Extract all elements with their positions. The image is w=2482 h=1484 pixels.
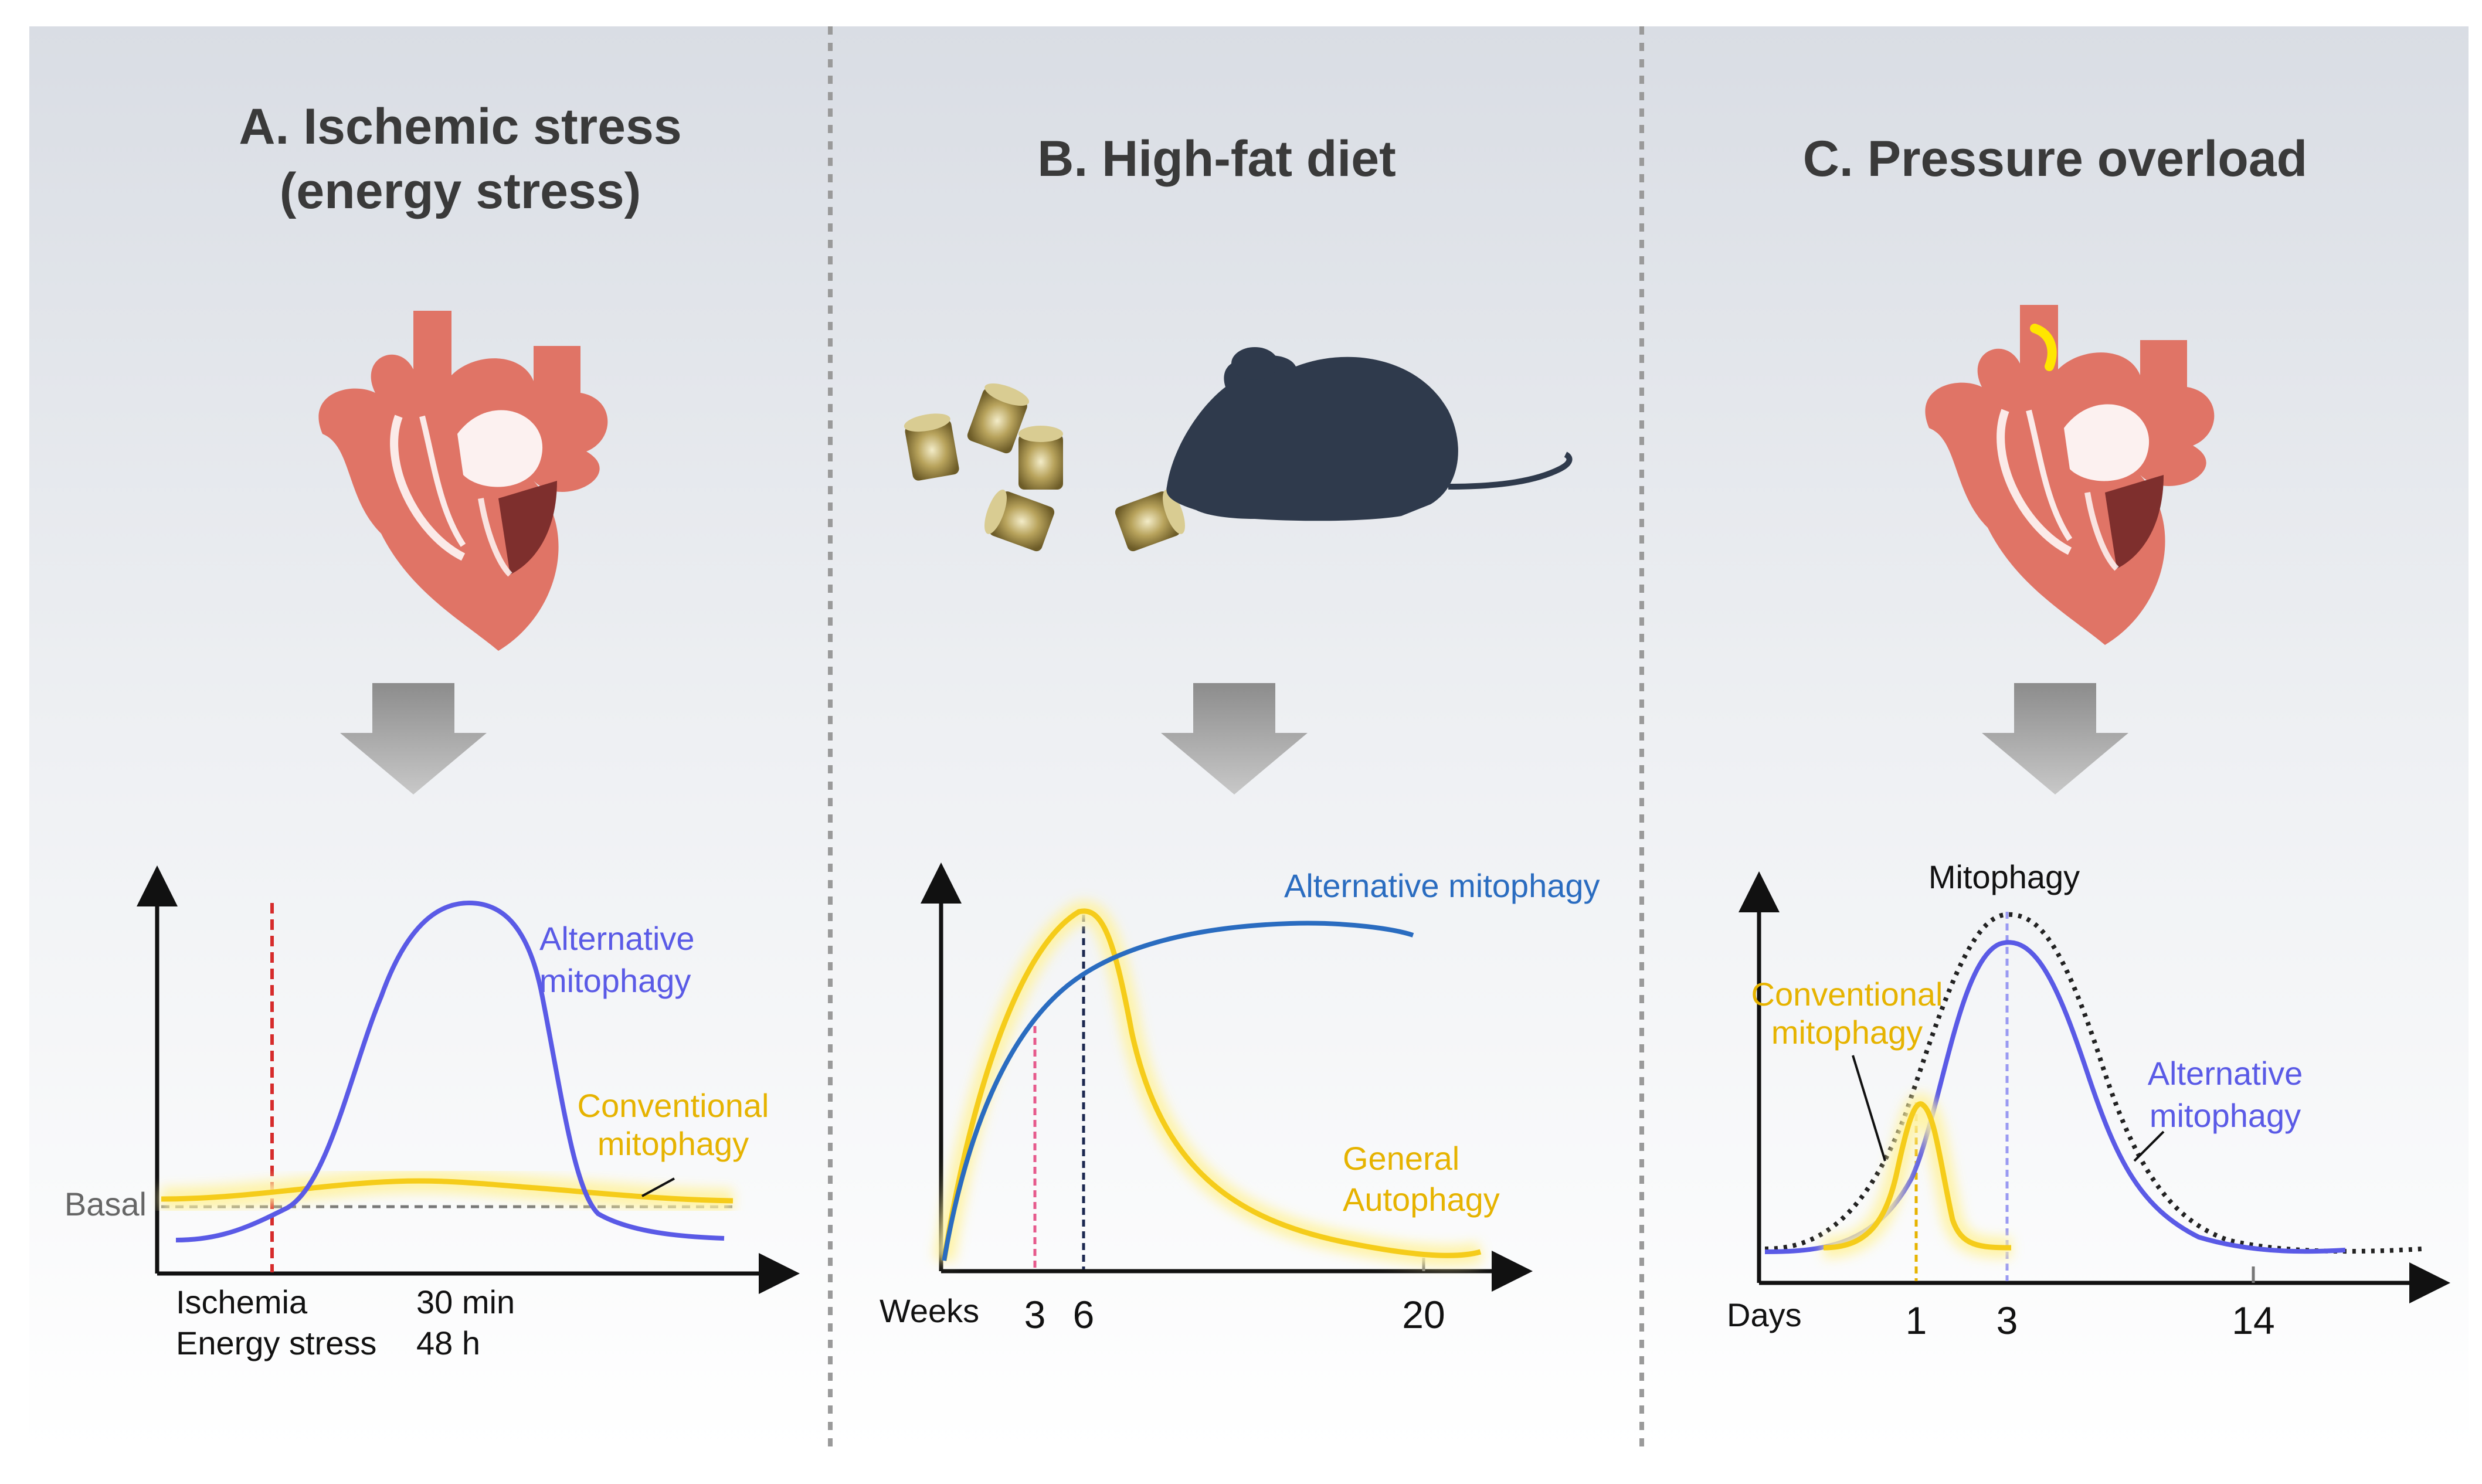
graph-a-alt-label-line2: mitophagy — [539, 962, 691, 999]
food-pellets-icon — [904, 383, 1185, 552]
graph-b-x-unit: Weeks — [880, 1292, 979, 1329]
mouse-icon — [1166, 347, 1573, 521]
panel-b: B. High-fat diet Al — [880, 131, 1600, 1336]
alternative-pointer — [2133, 1130, 2165, 1162]
alternative-mitophagy-curve — [175, 900, 725, 1242]
graph-b-tick-3: 3 — [1024, 1293, 1046, 1336]
down-arrow-icon — [1161, 683, 1308, 794]
aortic-band-icon — [2030, 324, 2057, 371]
graph-a-conv-label-line1: Conventional — [578, 1087, 769, 1124]
conventional-mitophagy-curve — [1823, 1101, 2012, 1251]
heart-icon — [1925, 305, 2215, 645]
graph-c-alt-label-line2: mitophagy — [2150, 1097, 2301, 1134]
conventional-mitophagy-curve — [161, 1178, 734, 1204]
panel-a: A. Ischemic stress (energy stress) Alter — [64, 99, 800, 1361]
conventional-pointer — [641, 1177, 675, 1197]
down-arrow-icon — [1982, 683, 2128, 794]
graph-c-tick-14: 14 — [2232, 1299, 2274, 1342]
down-arrow-icon — [340, 683, 487, 794]
panel-c-title: C. Pressure overload — [1803, 131, 2307, 187]
graph-c-x-unit: Days — [1727, 1296, 1802, 1333]
graph-b-alt-label: Alternative mitophagy — [1284, 867, 1600, 904]
graph-c: Mitophagy Conventional mitophagy Alterna… — [1727, 858, 2450, 1342]
general-autophagy-curve — [941, 908, 1482, 1261]
graph-a-xlabel-ischemia: Ischemia — [176, 1283, 308, 1320]
graph-c-tick-3: 3 — [1997, 1299, 2018, 1342]
graph-b-general-label-line2: Autophagy — [1343, 1181, 1500, 1218]
graph-c-conv-label-line2: mitophagy — [1771, 1014, 1923, 1051]
graph-a-xlabel-30min: 30 min — [416, 1283, 515, 1320]
panel-c: C. Pressure overload — [1727, 131, 2450, 1342]
graph-a-basal-label: Basal — [64, 1186, 147, 1222]
alternative-mitophagy-curve — [942, 921, 1414, 1261]
graph-b-tick-6: 6 — [1073, 1293, 1095, 1336]
graph-b-general-label-line1: General — [1343, 1140, 1459, 1177]
graph-b: Alternative mitophagy General Autophagy … — [880, 862, 1600, 1336]
panel-b-title: B. High-fat diet — [1037, 131, 1396, 187]
graph-c-tick-1: 1 — [1906, 1299, 1927, 1342]
graph-a-conv-label-line2: mitophagy — [597, 1125, 749, 1162]
graph-c-alt-label-line1: Alternative — [2148, 1055, 2303, 1092]
panel-a-title-line2: (energy stress) — [280, 163, 641, 219]
graph-a-xlabel-48h: 48 h — [416, 1325, 480, 1361]
heart-icon — [318, 311, 608, 651]
graph-a-xlabel-energy-stress: Energy stress — [176, 1325, 376, 1361]
graph-a-alt-label-line1: Alternative — [539, 920, 695, 957]
graph-a: Alternative mitophagy Conventional mitop… — [64, 865, 800, 1361]
conventional-pointer — [1852, 1055, 1886, 1162]
graph-c-conv-label-line1: Conventional — [1751, 976, 1943, 1013]
panel-a-title-line1: A. Ischemic stress — [239, 99, 681, 155]
graph-b-tick-20: 20 — [1402, 1293, 1445, 1336]
graph-c-mitophagy-label: Mitophagy — [1928, 858, 2080, 895]
